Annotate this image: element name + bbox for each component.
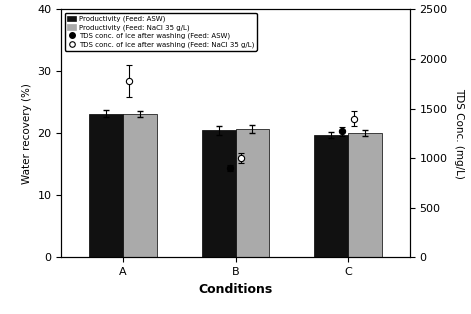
Bar — [202, 130, 236, 257]
X-axis label: Conditions: Conditions — [198, 283, 273, 296]
Bar — [236, 129, 269, 257]
Bar — [123, 114, 157, 257]
Bar — [89, 114, 123, 257]
Legend: Productivity (Feed: ASW), Productivity (Feed: NaCl 35 g/L), TDS conc. of ice aft: Productivity (Feed: ASW), Productivity (… — [65, 13, 257, 51]
Bar — [348, 133, 382, 257]
Y-axis label: Water recovery (%): Water recovery (%) — [22, 83, 32, 184]
Bar — [314, 135, 348, 257]
Y-axis label: TDS Conc. (mg/L): TDS Conc. (mg/L) — [455, 88, 464, 179]
